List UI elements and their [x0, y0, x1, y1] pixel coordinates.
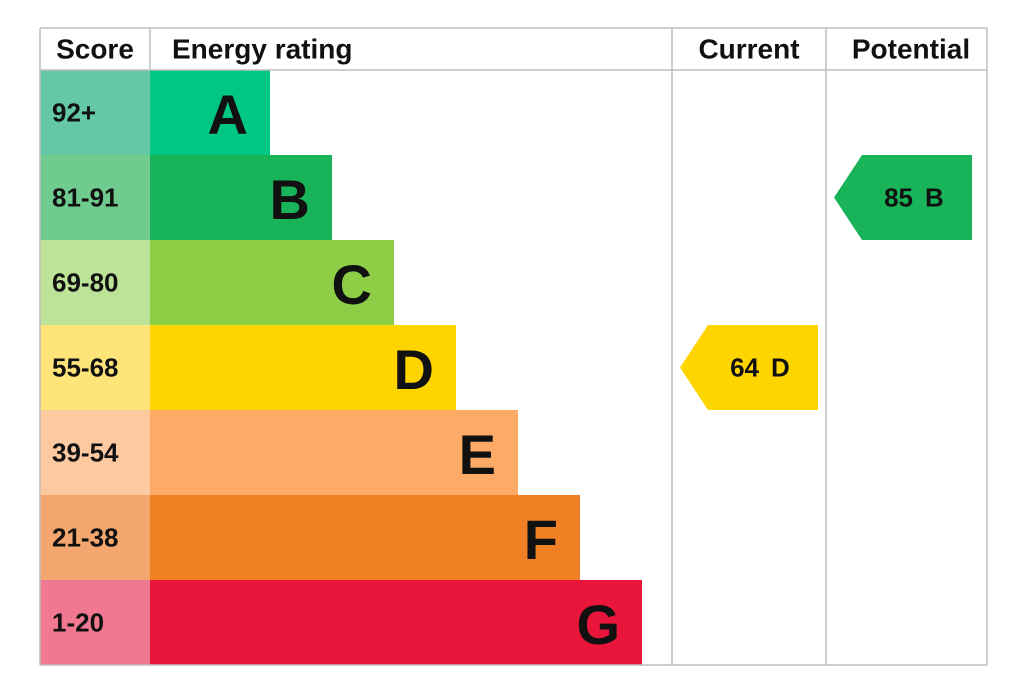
score-cell	[40, 240, 150, 325]
score-cell	[40, 410, 150, 495]
score-label: 55-68	[52, 353, 119, 383]
header-rating: Energy rating	[172, 34, 352, 65]
score-cell	[40, 580, 150, 665]
rating-bar	[150, 325, 456, 410]
score-label: 39-54	[52, 438, 119, 468]
rating-bar	[150, 495, 580, 580]
rating-letter: G	[576, 593, 620, 656]
rating-letter: A	[208, 83, 248, 146]
score-cell	[40, 495, 150, 580]
rating-letter: D	[394, 338, 434, 401]
rating-letter: F	[524, 508, 558, 571]
score-label: 81-91	[52, 183, 119, 213]
score-cell	[40, 325, 150, 410]
rating-bar	[150, 155, 332, 240]
score-label: 69-80	[52, 268, 119, 298]
rating-bar	[150, 410, 518, 495]
score-label: 1-20	[52, 608, 104, 638]
score-cell	[40, 155, 150, 240]
rating-letter: E	[459, 423, 496, 486]
potential-value: 85	[884, 183, 913, 213]
header-current: Current	[698, 34, 799, 65]
rating-letter: B	[270, 168, 310, 231]
current-letter: D	[771, 353, 790, 383]
rating-bar	[150, 240, 394, 325]
rating-letter: C	[332, 253, 372, 316]
rating-bar	[150, 580, 642, 665]
score-label: 21-38	[52, 523, 119, 553]
potential-letter: B	[925, 183, 944, 213]
score-cell	[40, 70, 150, 155]
rating-bar	[150, 70, 270, 155]
current-arrow	[680, 325, 818, 410]
score-label: 92+	[52, 98, 96, 128]
potential-arrow	[834, 155, 972, 240]
header-score: Score	[56, 34, 134, 65]
current-value: 64	[730, 353, 759, 383]
header-potential: Potential	[852, 34, 970, 65]
